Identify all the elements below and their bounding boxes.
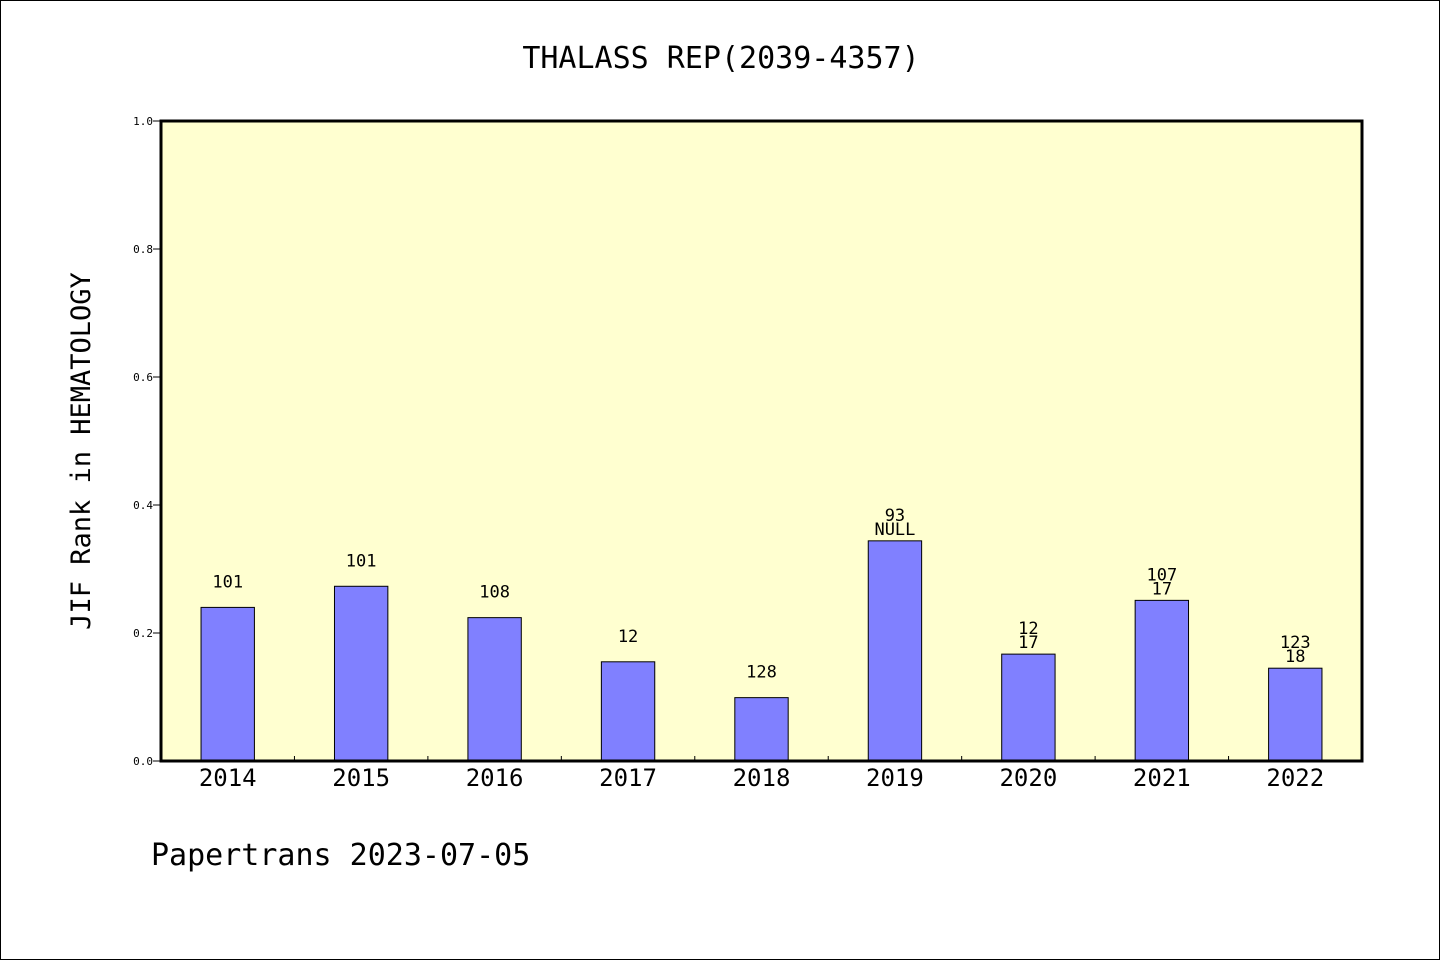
- x-tick-label: 2021: [1133, 764, 1191, 792]
- bar-data-label: 123: [1280, 633, 1311, 653]
- bar: [200, 606, 255, 762]
- bar-data-label: 12: [1018, 619, 1038, 639]
- x-tick-label: 2022: [1266, 764, 1324, 792]
- bar-data-label: 107: [1146, 565, 1177, 585]
- bar: [333, 585, 389, 762]
- bar: [1268, 667, 1323, 762]
- bar-data-label: 93: [885, 506, 905, 526]
- bar-data-label: 17: [1152, 579, 1172, 599]
- bar: [600, 661, 656, 762]
- bar-data-label: 108: [479, 583, 510, 603]
- footer-text: Papertrans 2023-07-05: [151, 838, 530, 873]
- chart-title: THALASS REP(2039-4357): [522, 41, 919, 76]
- bar-data-label: 12: [618, 627, 638, 647]
- x-tick-label: 2015: [332, 764, 390, 792]
- y-tick-label: 0.8: [133, 243, 153, 256]
- x-tick-label: 2019: [866, 764, 924, 792]
- bar: [734, 697, 789, 762]
- x-tick-label: 2018: [733, 764, 791, 792]
- bar: [1134, 599, 1190, 762]
- y-axis-ticks: 0.0 0.2 0.4 0.6 0.8 1.0: [133, 115, 161, 768]
- bar-series: [200, 540, 1323, 762]
- bar-data-label: 128: [746, 663, 777, 683]
- x-tick-label: 2020: [999, 764, 1057, 792]
- y-tick-label: 0.0: [133, 755, 153, 768]
- x-tick-label: 2016: [466, 764, 524, 792]
- bar: [867, 540, 923, 762]
- y-tick-label: 0.4: [133, 499, 153, 512]
- x-tick-label: 2017: [599, 764, 657, 792]
- x-axis-ticks: 2014 2015 2016 2017 2018 2019 2020 2021 2022: [199, 756, 1324, 792]
- bar: [1001, 653, 1056, 762]
- y-tick-label: 0.2: [133, 627, 153, 640]
- bar-data-label: 101: [212, 572, 243, 592]
- y-tick-label: 0.6: [133, 371, 153, 384]
- y-tick-label: 1.0: [133, 115, 153, 128]
- bar-data-label: 18: [1285, 647, 1305, 667]
- x-tick-label: 2014: [199, 764, 257, 792]
- bar: [467, 617, 522, 762]
- bar-data-label: 17: [1018, 633, 1038, 653]
- bar-data-label: 101: [346, 551, 377, 571]
- y-axis-label: JIF Rank in HEMATOLOGY: [66, 272, 97, 630]
- plot-border: [159, 119, 1364, 763]
- bar-data-label: NULL: [874, 520, 915, 540]
